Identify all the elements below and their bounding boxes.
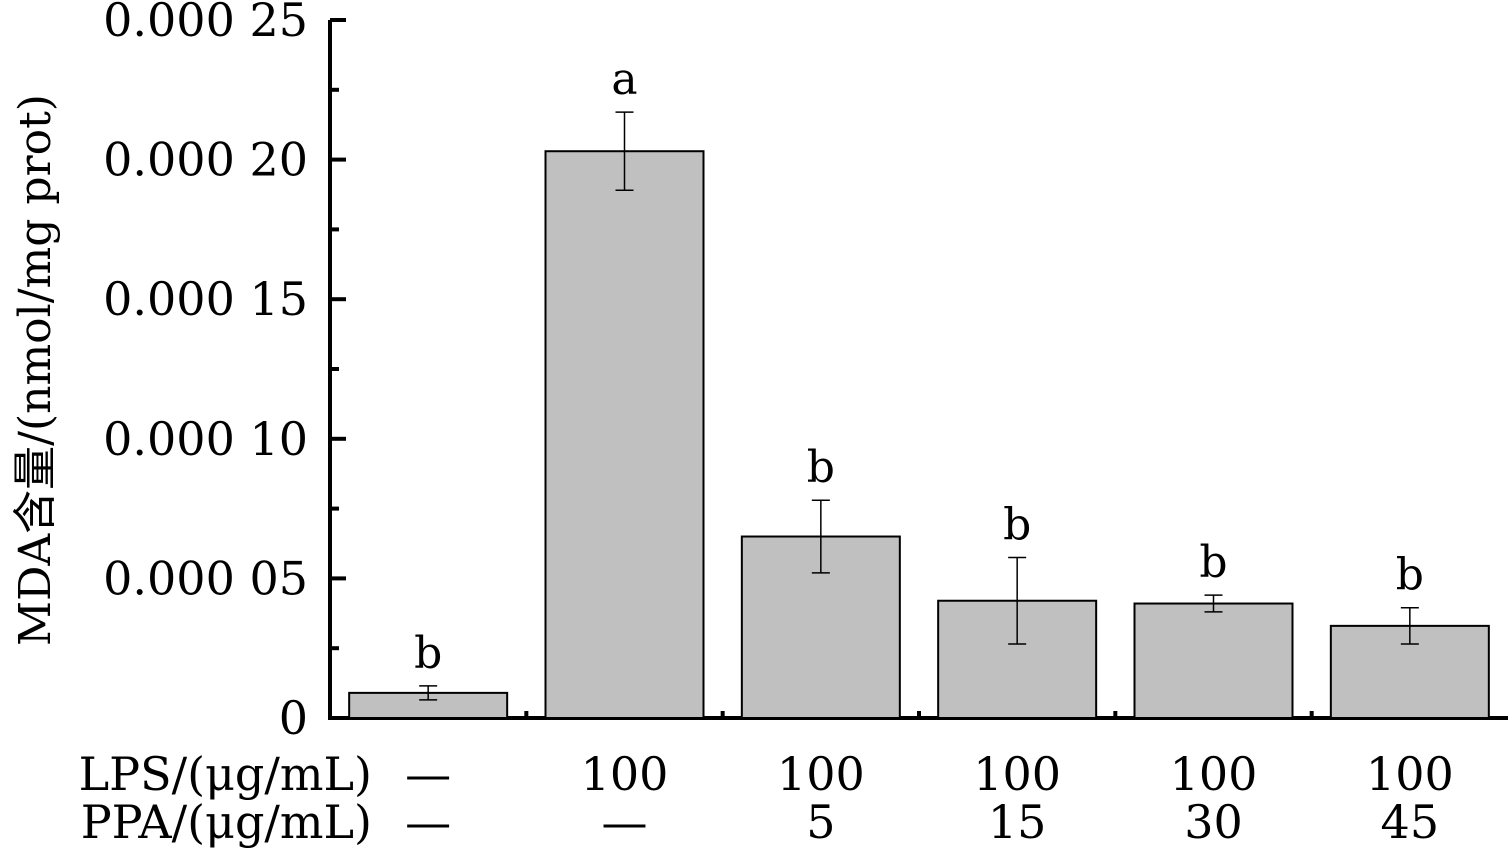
significance-label: b: [1199, 537, 1227, 588]
y-tick-label: 0.000 15: [103, 272, 308, 326]
y-axis-label: MDA含量/(nmol/mg prot): [10, 94, 61, 646]
y-tick-label: 0.000 25: [103, 0, 308, 47]
y-tick-label: 0.000 05: [103, 551, 308, 605]
factor-row-label: LPS/(μg/mL): [79, 747, 372, 801]
axes: [328, 18, 1508, 720]
factor-row-label: PPA/(μg/mL): [81, 795, 372, 849]
significance-label: b: [414, 628, 442, 679]
factor-row-value: 100: [581, 747, 669, 801]
factor-row-value: 45: [1381, 795, 1440, 849]
factor-row-value: —: [405, 795, 451, 849]
y-tick-label: 0: [279, 691, 308, 745]
labels: 0 0.000 05 0.000 10 0.000 15 0.000 20 0.000 2…: [79, 0, 1454, 849]
factor-row-value: 100: [1366, 747, 1454, 801]
y-tick-label: 0.000 10: [103, 412, 308, 466]
bar: [1133, 602, 1294, 720]
factor-row-value: 100: [777, 747, 865, 801]
factor-row-value: 30: [1184, 795, 1243, 849]
significance-label: b: [807, 442, 835, 493]
significance-label: b: [1003, 499, 1031, 550]
factor-row-value: —: [602, 795, 648, 849]
bar: [544, 150, 705, 719]
y-tick-label: 0.000 20: [103, 133, 308, 187]
factor-row-value: 100: [1170, 747, 1258, 801]
significance-label: a: [611, 54, 637, 105]
factor-row-value: 5: [806, 795, 835, 849]
factor-row-value: 15: [988, 795, 1047, 849]
bars: [348, 111, 1490, 720]
significance-label: b: [1396, 550, 1424, 601]
factor-row-value: 100: [973, 747, 1061, 801]
factor-row-value: —: [405, 747, 451, 801]
bar: [1329, 624, 1490, 720]
